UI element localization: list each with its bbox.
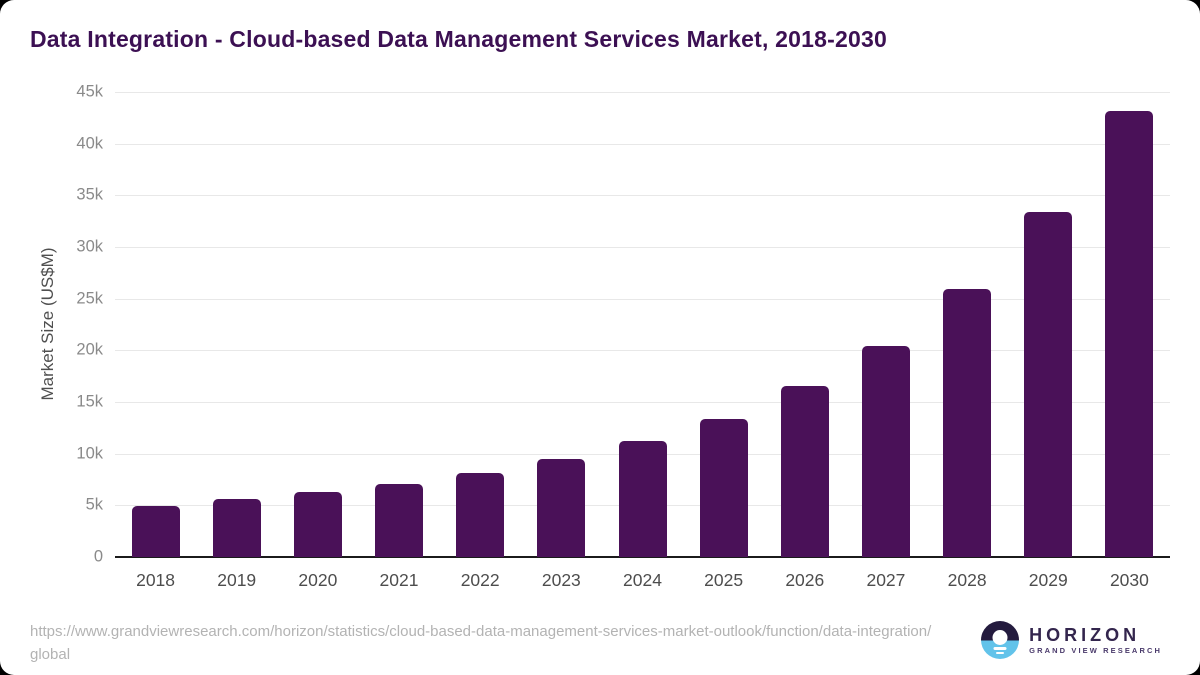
bar-2030 — [1105, 110, 1154, 557]
x-tick-label-2021: 2021 — [379, 570, 419, 590]
logo-brand-text: HORIZON — [1029, 624, 1141, 645]
y-tick-label: 25k — [76, 289, 103, 308]
bar-2023 — [537, 458, 586, 557]
x-tick-label-2029: 2029 — [1028, 570, 1068, 590]
gridline-35k — [115, 195, 1170, 197]
chart-title: Data Integration - Cloud-based Data Mana… — [30, 26, 887, 52]
y-tick-label: 45k — [76, 82, 103, 101]
bar-2022 — [456, 472, 505, 557]
y-tick-label: 30k — [76, 237, 103, 256]
y-tick-label: 0 — [93, 547, 103, 566]
x-tick-label-2030: 2030 — [1109, 570, 1149, 590]
x-tick-label-2018: 2018 — [136, 570, 176, 590]
y-axis-title: Market Size (US$M) — [38, 247, 57, 401]
reflection-line-icon — [993, 647, 1007, 650]
x-tick-label-2026: 2026 — [785, 570, 825, 590]
bar-2025 — [699, 418, 748, 557]
gridline-25k — [115, 298, 1170, 300]
x-tick-label-2020: 2020 — [298, 570, 338, 590]
bar-2018 — [131, 506, 180, 557]
y-tick-label: 40k — [76, 134, 103, 153]
sun-icon — [992, 630, 1008, 645]
gridline-45k — [115, 92, 1170, 93]
x-tick-label-2027: 2027 — [866, 570, 906, 590]
y-tick-label: 10k — [76, 444, 103, 463]
gridline-40k — [115, 143, 1170, 145]
bar-2021 — [375, 484, 424, 557]
x-tick-label-2028: 2028 — [947, 570, 987, 590]
reflection-line-icon — [996, 651, 1005, 654]
x-axis-line — [115, 556, 1170, 558]
bar-2026 — [780, 385, 829, 557]
bar-2024 — [618, 441, 667, 557]
gridline-30k — [115, 247, 1170, 248]
plot-area: 0 5k 10k 15k 20k 25k 30k 35k 40k 45k 2018 2019 2020 2… — [76, 83, 1170, 590]
x-tick-label-2025: 2025 — [704, 570, 744, 590]
bar-2028 — [943, 289, 992, 557]
bar-2019 — [212, 499, 261, 557]
x-tick-label-2022: 2022 — [460, 570, 500, 590]
y-tick-label: 5k — [85, 495, 103, 514]
logo-tagline-text: GRAND VIEW RESEARCH — [1029, 645, 1162, 655]
x-tick-label-2024: 2024 — [623, 570, 662, 590]
y-tick-label: 35k — [76, 185, 103, 204]
source-url: https://www.grandviewresearch.com/horizo… — [30, 623, 932, 664]
y-tick-label: 20k — [76, 340, 103, 359]
bar-2027 — [861, 345, 910, 557]
logo-text: HORIZON GRAND VIEW RESEARCH — [1029, 626, 1162, 655]
gridline-20k — [115, 350, 1170, 352]
x-tick-label-2019: 2019 — [217, 570, 257, 590]
y-tick-label: 15k — [76, 392, 103, 411]
gridline-15k — [115, 402, 1170, 403]
bar-2020 — [293, 492, 342, 557]
horizon-sunset-icon — [981, 621, 1020, 659]
x-tick-label-2023: 2023 — [541, 570, 581, 590]
horizon-logo: HORIZON GRAND VIEW RESEARCH — [981, 621, 1162, 659]
bar-2029 — [1024, 212, 1073, 557]
